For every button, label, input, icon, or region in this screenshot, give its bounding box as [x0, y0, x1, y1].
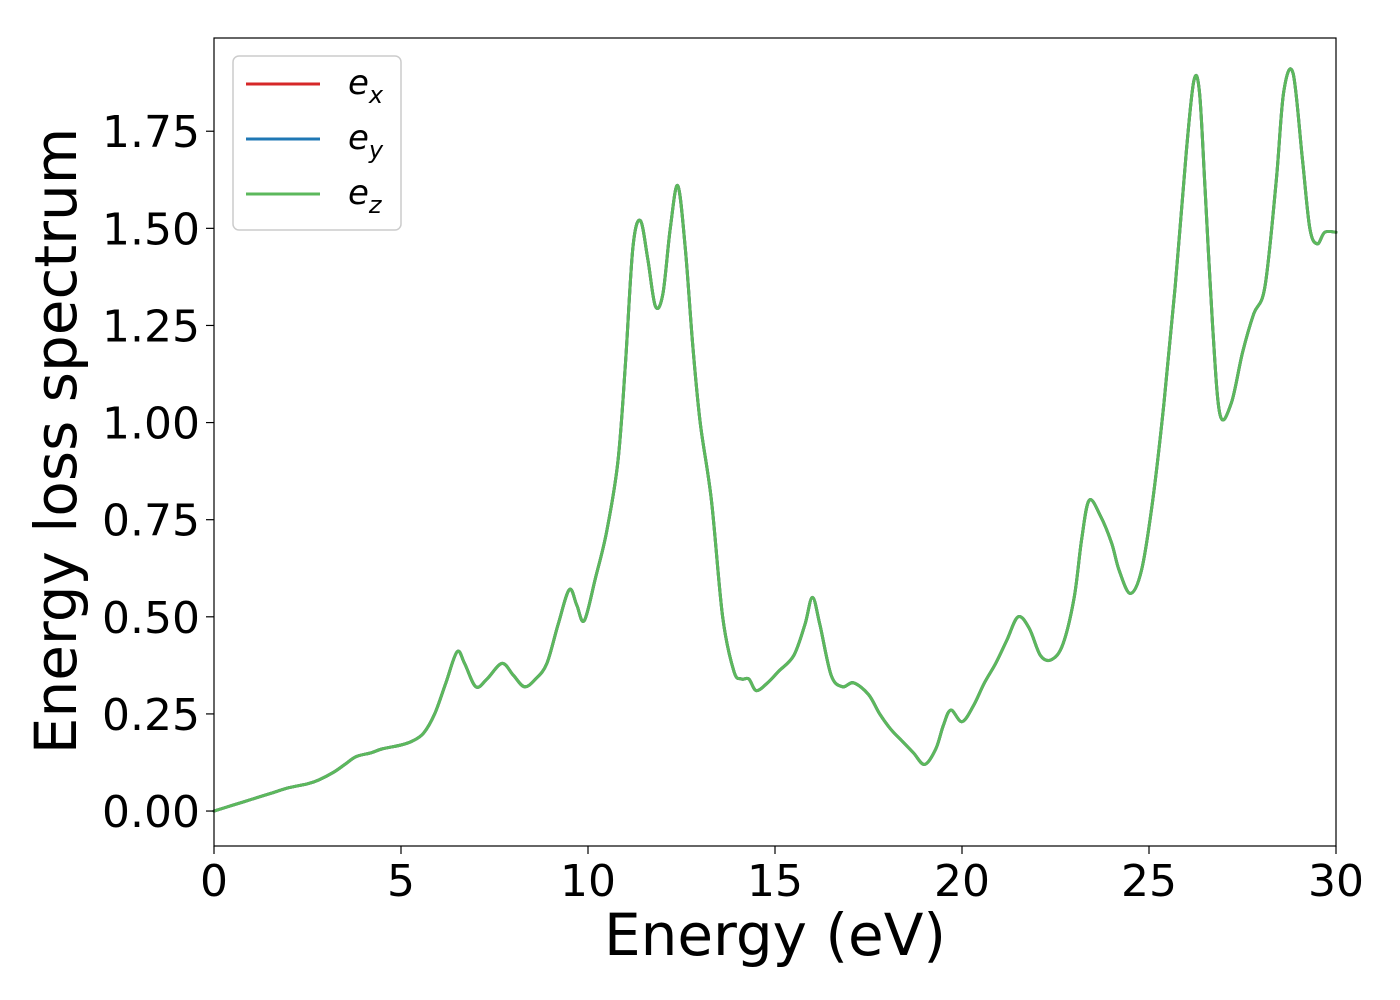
legend: ex ey ez — [232, 55, 402, 231]
x-tick-label: 20 — [934, 856, 990, 907]
y-tick-label: 1.50 — [102, 204, 200, 255]
x-tick-label: 25 — [1121, 856, 1177, 907]
y-tick-label: 0.25 — [102, 690, 200, 741]
x-axis-label: Energy (eV) — [604, 901, 946, 969]
series-line-z — [212, 67, 1338, 813]
x-tick-label: 10 — [560, 856, 616, 907]
x-tick-label: 15 — [747, 856, 803, 907]
y-tick-label: 0.50 — [102, 593, 200, 644]
y-axis-ticks: 0.00 0.25 0.50 0.75 1.00 1.25 1.50 1.75 — [102, 107, 214, 838]
y-axis-label: Energy loss spectrum — [22, 128, 90, 754]
y-tick-label: 1.00 — [102, 399, 200, 450]
y-tick-label: 1.75 — [102, 107, 200, 158]
series-layer — [212, 67, 1338, 813]
y-tick-label: 1.25 — [102, 301, 200, 352]
x-tick-label: 30 — [1308, 856, 1364, 907]
legend-label-y: ey — [348, 118, 384, 164]
x-tick-label: 0 — [200, 856, 228, 907]
legend-label-z: ez — [348, 173, 383, 219]
legend-items: ex ey ez — [246, 63, 384, 219]
y-tick-label: 0.00 — [102, 787, 200, 838]
legend-box — [232, 55, 402, 231]
x-axis-ticks: 0 5 10 15 20 25 30 — [200, 846, 1364, 907]
y-tick-label: 0.75 — [102, 496, 200, 547]
legend-label-x: ex — [348, 63, 384, 109]
x-tick-label: 5 — [387, 856, 415, 907]
